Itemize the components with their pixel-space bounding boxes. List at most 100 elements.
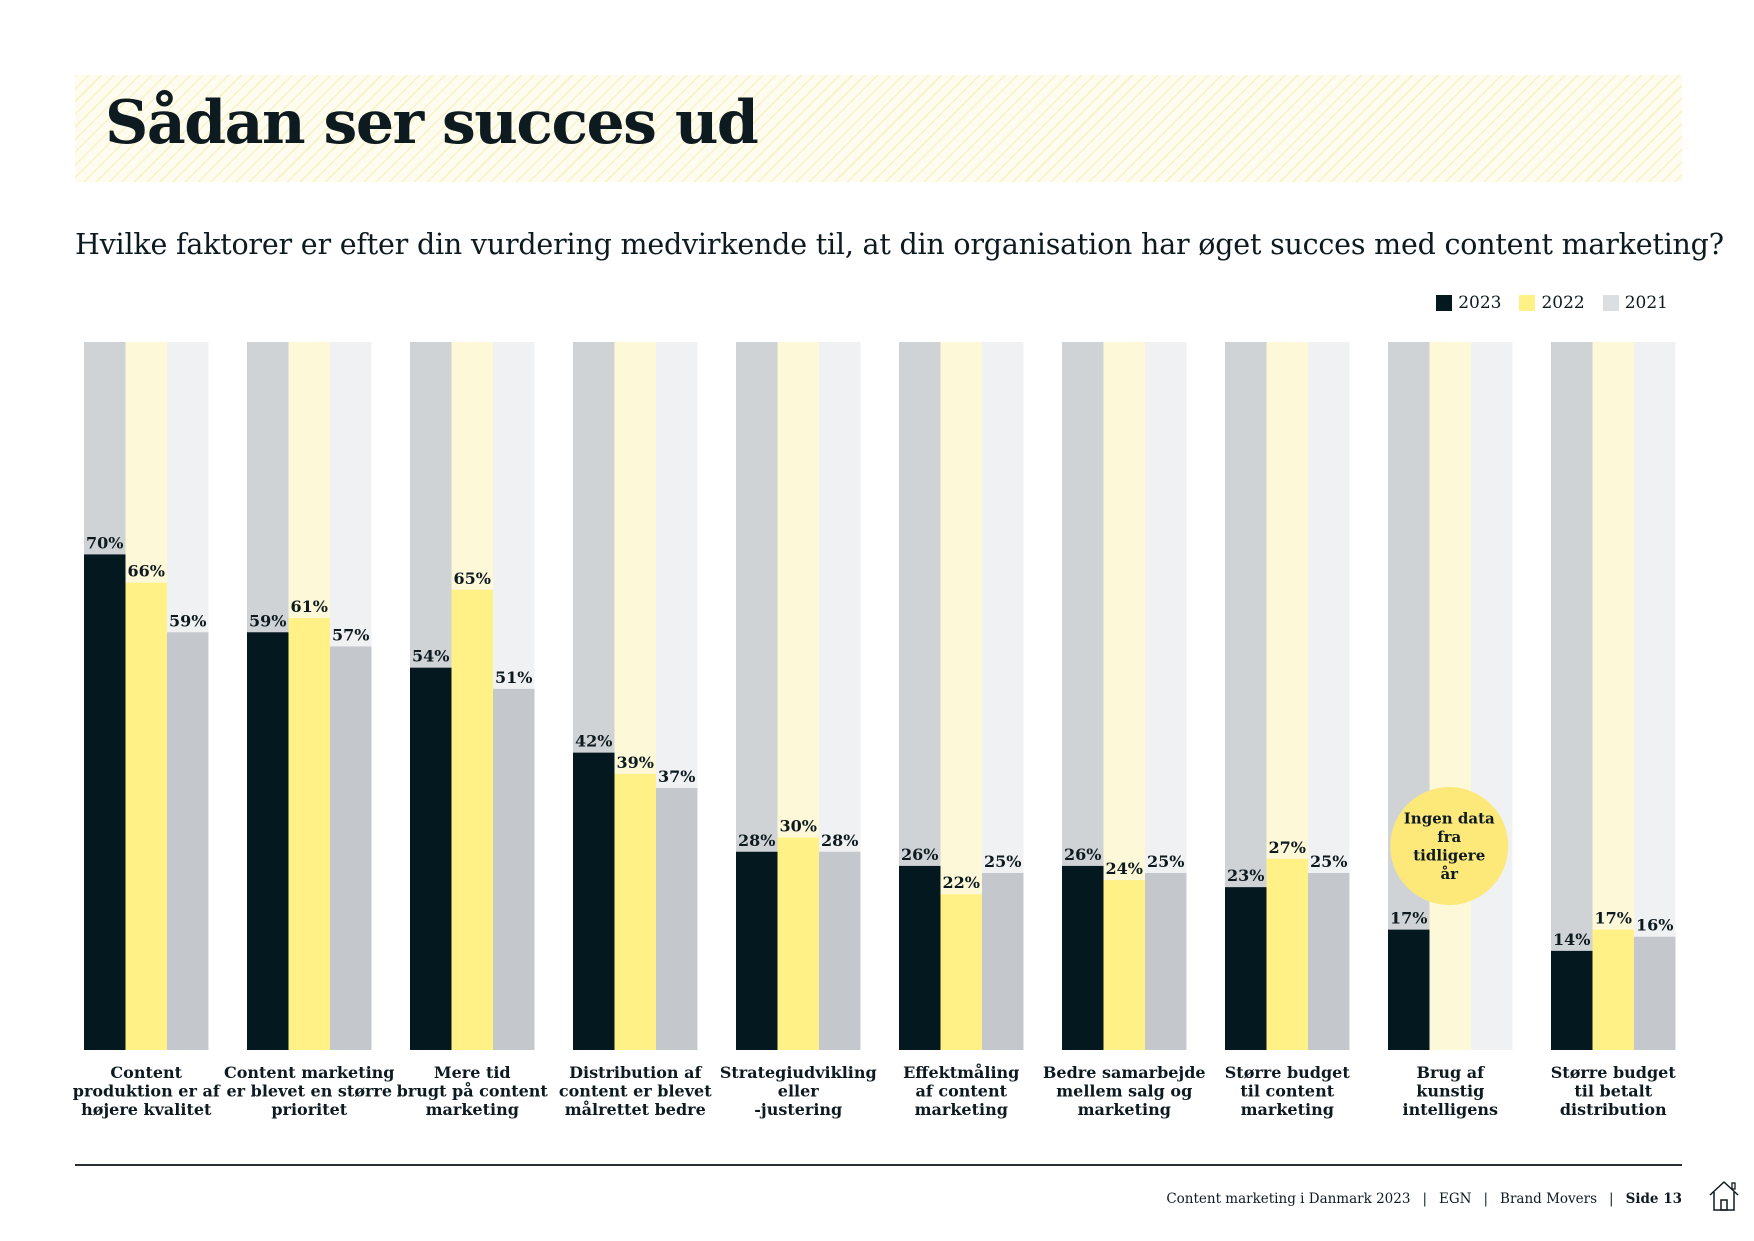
bar-value-label: 42% (575, 732, 612, 751)
bar-2022 (125, 582, 167, 1050)
bar-value-label: 30% (780, 817, 817, 836)
footer-separator: | (1422, 1191, 1428, 1207)
legend-swatch-2021 (1602, 295, 1619, 311)
bar-value-label: 54% (412, 647, 449, 666)
survey-question: Hvilke faktorer er efter din vurdering m… (75, 228, 1724, 261)
category-label: Content marketing (224, 1063, 394, 1082)
bar-track-2021 (1471, 342, 1513, 1050)
home-icon[interactable] (1706, 1178, 1742, 1214)
bar-2023 (1225, 887, 1267, 1050)
bar-2023 (899, 865, 941, 1050)
bar-value-label: 24% (1106, 859, 1143, 878)
category-label: Bedre samarbejde (1043, 1063, 1206, 1082)
category-label: Brug af (1416, 1063, 1485, 1082)
bar-value-label: 59% (249, 611, 286, 630)
category-label: eller (778, 1082, 820, 1101)
bar-value-label: 27% (1269, 838, 1306, 857)
bar-2021 (1308, 873, 1350, 1050)
bar-value-label: 28% (738, 831, 775, 850)
bar-2023 (736, 851, 778, 1050)
chart-legend: 2023 2022 2021 (1436, 293, 1668, 313)
category-label: marketing (1078, 1100, 1171, 1119)
legend-item-2022: 2022 (1519, 293, 1585, 313)
bar-2023 (1388, 929, 1430, 1050)
bar-2023 (1551, 950, 1593, 1050)
bar-value-label: 70% (86, 533, 123, 552)
annotation-text: tidligere (1413, 846, 1485, 864)
bar-value-label: 61% (291, 597, 328, 616)
category-label: Større budget (1551, 1063, 1677, 1082)
bar-value-label: 39% (617, 753, 654, 772)
category-label: brugt på content (397, 1081, 549, 1101)
category-label: content er blevet (559, 1082, 712, 1101)
category-label: målrettet bedre (565, 1099, 706, 1119)
bar-2021 (1145, 873, 1187, 1050)
bar-2022 (777, 837, 819, 1050)
bar-value-label: 25% (1147, 852, 1184, 871)
bar-2021 (819, 851, 861, 1050)
bar-value-label: 17% (1595, 909, 1632, 928)
category-label: Strategiudvikling (720, 1063, 877, 1082)
bar-2023 (247, 632, 289, 1050)
footer-divider (75, 1164, 1682, 1166)
category-label: kunstig (1416, 1082, 1484, 1101)
legend-swatch-2022 (1519, 295, 1536, 311)
footer-separator: | (1483, 1191, 1489, 1207)
bar-value-label: 25% (1310, 852, 1347, 871)
bar-2021 (1634, 936, 1676, 1050)
legend-swatch-2023 (1436, 295, 1453, 311)
bar-2022 (451, 589, 493, 1050)
category-label: Mere tid (434, 1063, 511, 1082)
annotation-bubble (1390, 787, 1509, 905)
bar-value-label: 51% (495, 668, 532, 687)
bar-value-label: 28% (821, 831, 858, 850)
category-label: til betalt (1574, 1082, 1652, 1101)
bar-2022 (1592, 929, 1634, 1050)
category-label: Content (110, 1063, 182, 1082)
annotation-text: fra (1437, 828, 1461, 846)
bar-2022 (1266, 858, 1308, 1050)
bar-2023 (84, 554, 126, 1050)
bar-2022 (940, 894, 982, 1050)
bar-track-2023 (1551, 342, 1593, 1050)
legend-label-2023: 2023 (1458, 293, 1502, 313)
legend-item-2023: 2023 (1436, 293, 1501, 313)
bar-2023 (573, 752, 615, 1050)
annotation-text: år (1440, 865, 1459, 883)
bar-value-label: 26% (1064, 845, 1101, 864)
bar-value-label: 26% (901, 845, 938, 864)
bar-2023 (410, 667, 452, 1050)
footer: Content marketing i Danmark 2023 | EGN |… (1166, 1191, 1682, 1207)
category-label: mellem salg og (1056, 1082, 1192, 1101)
bar-value-label: 65% (454, 569, 491, 588)
category-label: højere kvalitet (81, 1100, 212, 1119)
bar-2021 (982, 873, 1024, 1050)
category-label: Distribution af (569, 1063, 702, 1082)
category-label: distribution (1560, 1100, 1667, 1119)
category-label: produktion er af (73, 1082, 221, 1101)
bar-value-label: 22% (943, 873, 980, 892)
legend-label-2022: 2022 (1541, 293, 1585, 313)
bar-value-label: 16% (1636, 916, 1673, 935)
category-label: af content (916, 1082, 1008, 1101)
bar-2021 (167, 632, 209, 1050)
bar-group: 28%30%28%Strategiudviklingeller-justerin… (720, 342, 877, 1119)
page-number: Side 13 (1625, 1191, 1682, 1207)
bar-2021 (656, 788, 698, 1050)
category-label: marketing (915, 1100, 1008, 1119)
footer-org-egn: EGN (1439, 1191, 1472, 1207)
footer-separator: | (1609, 1191, 1614, 1207)
bar-value-label: 23% (1227, 866, 1264, 885)
bar-value-label: 66% (128, 562, 165, 581)
bar-2022 (288, 618, 330, 1050)
title-band (75, 75, 1682, 182)
